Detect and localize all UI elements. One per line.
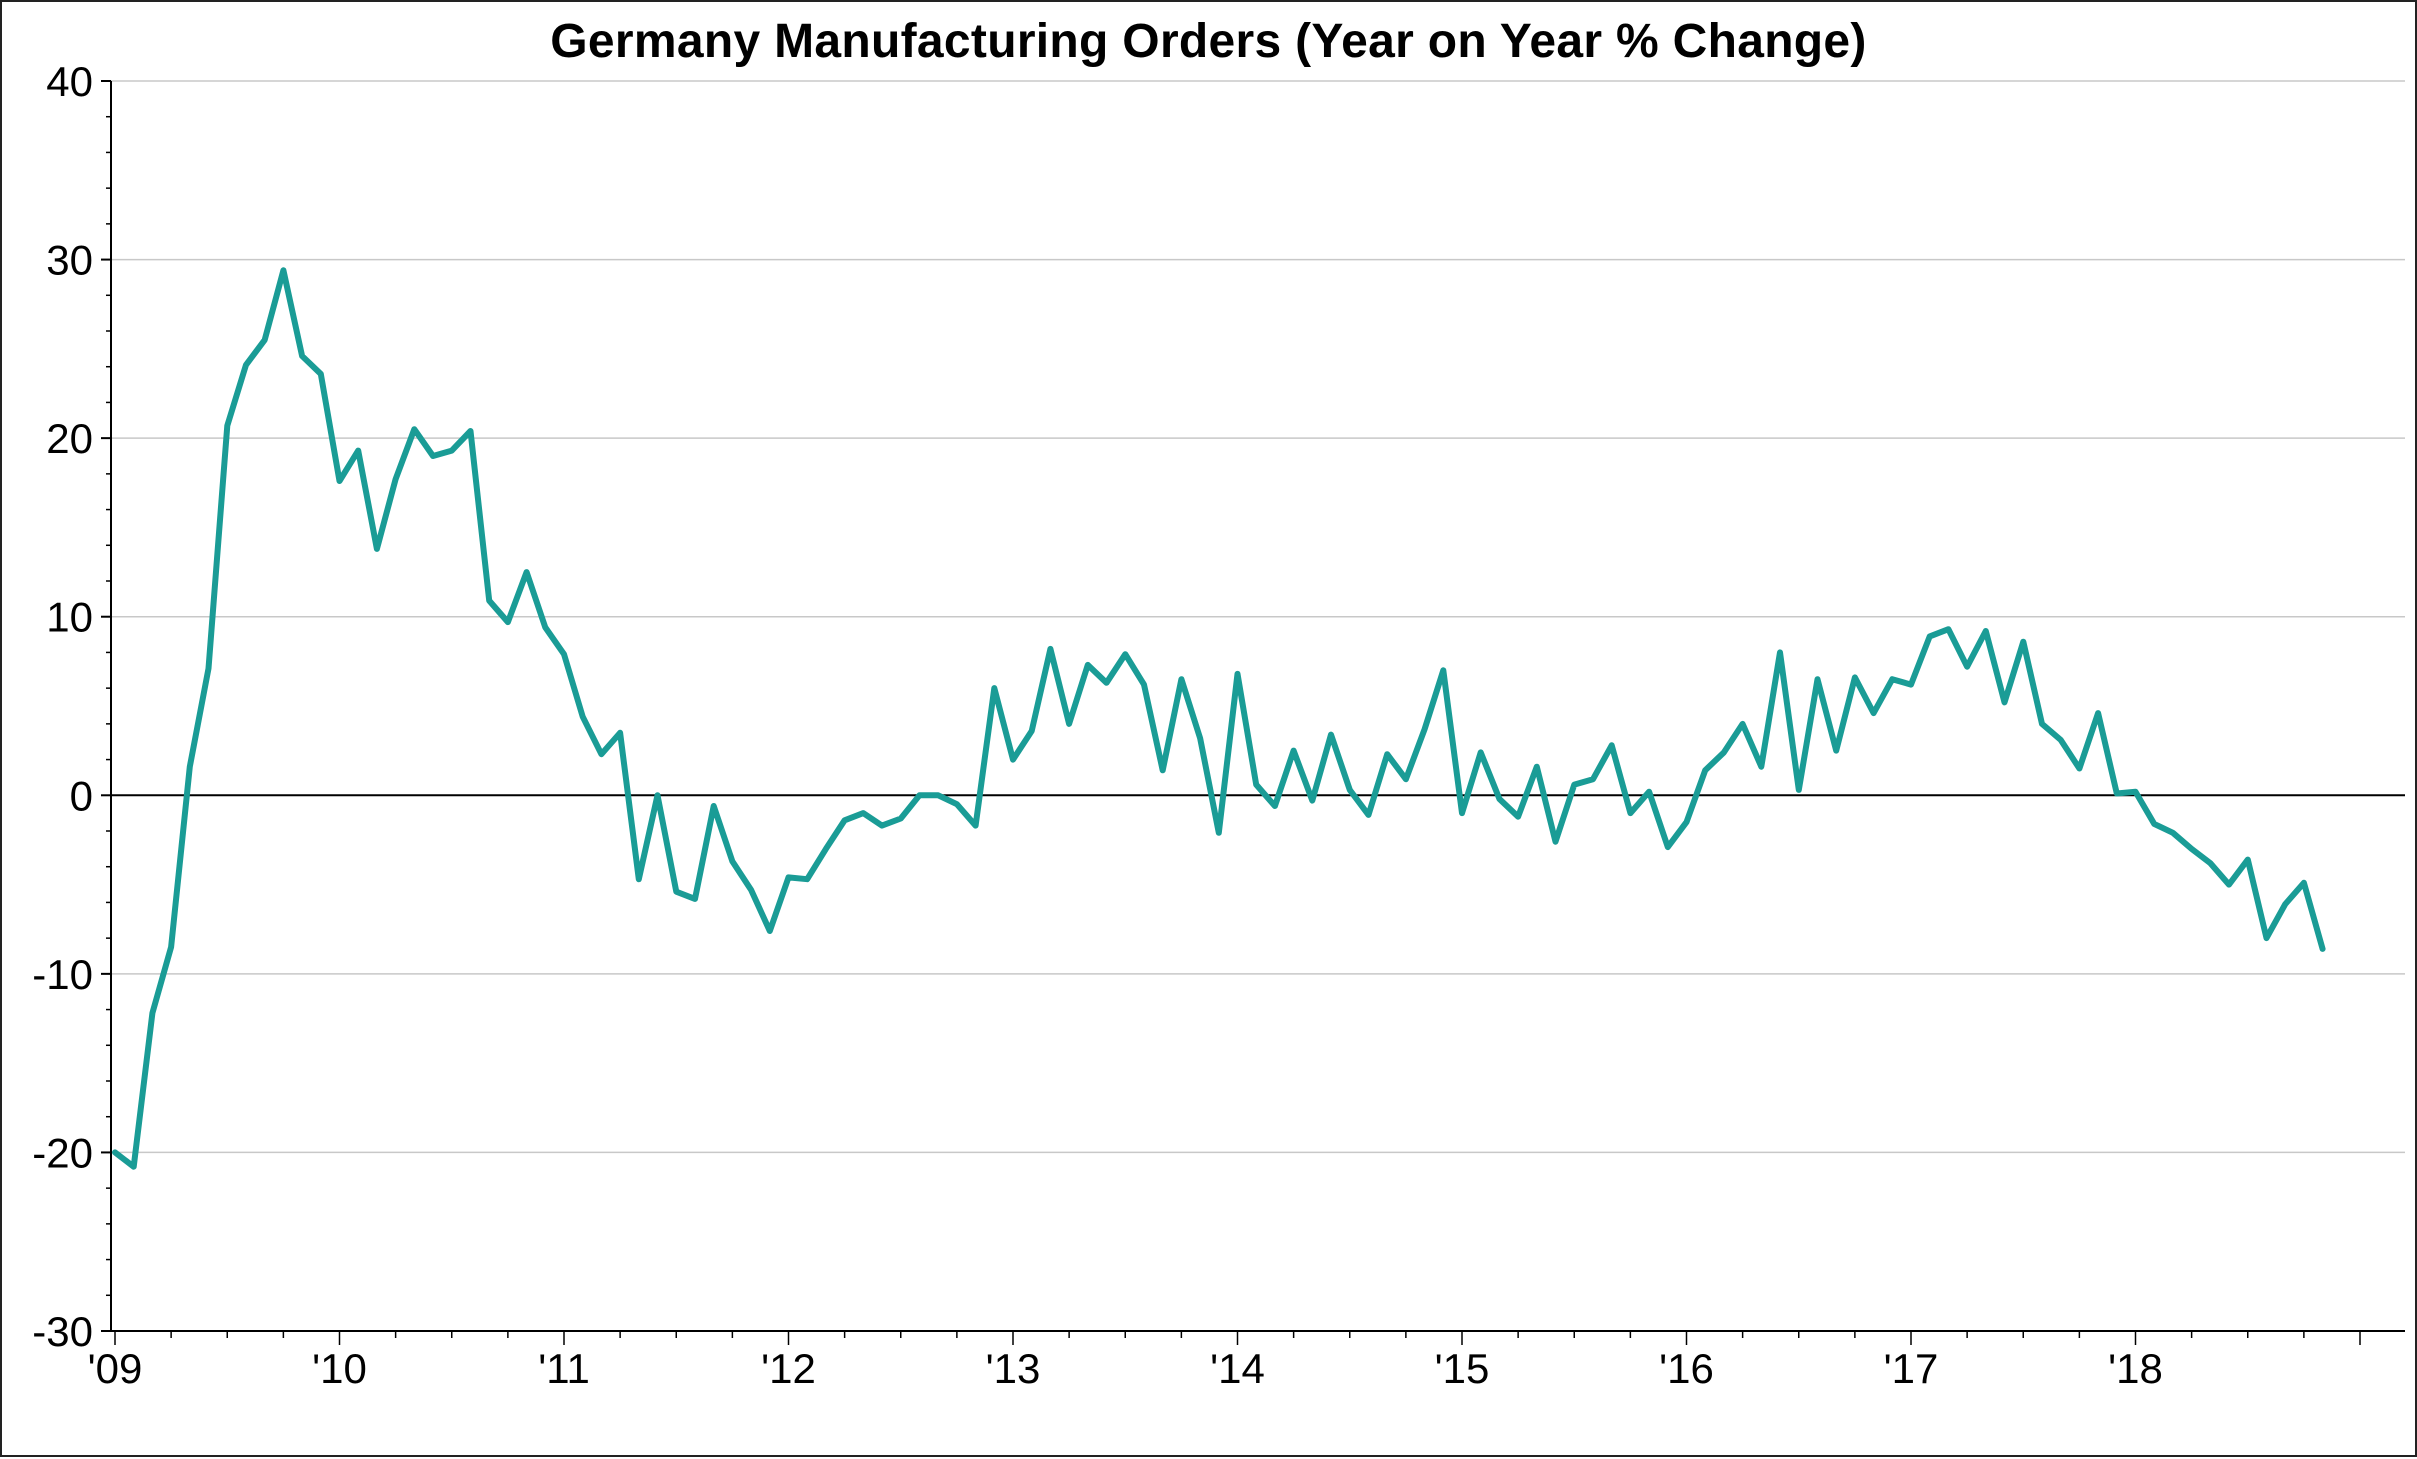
axes: [101, 81, 2405, 1345]
y-tick-label: 20: [46, 415, 93, 462]
y-tick-label: 40: [46, 58, 93, 105]
series-layer: [115, 270, 2323, 1167]
y-tick-label: 10: [46, 594, 93, 641]
x-tick-label: '13: [986, 1345, 1041, 1392]
x-tick-label: '14: [1210, 1345, 1265, 1392]
y-tick-label: -30: [32, 1308, 93, 1355]
x-tick-label: '15: [1435, 1345, 1490, 1392]
x-tick-label: '17: [1884, 1345, 1939, 1392]
x-tick-label: '10: [312, 1345, 367, 1392]
y-tick-label: -20: [32, 1129, 93, 1176]
series-line: [115, 270, 2323, 1166]
x-tick-label: '16: [1659, 1345, 1714, 1392]
y-tick-label: 0: [70, 772, 93, 819]
y-tick-label: -10: [32, 951, 93, 998]
y-tick-label: 30: [46, 237, 93, 284]
x-tick-label: '12: [761, 1345, 816, 1392]
gridlines: [111, 81, 2405, 1152]
x-tick-label: '18: [2108, 1345, 2163, 1392]
x-tick-label: '11: [538, 1345, 590, 1392]
x-tick-label: '09: [88, 1345, 143, 1392]
